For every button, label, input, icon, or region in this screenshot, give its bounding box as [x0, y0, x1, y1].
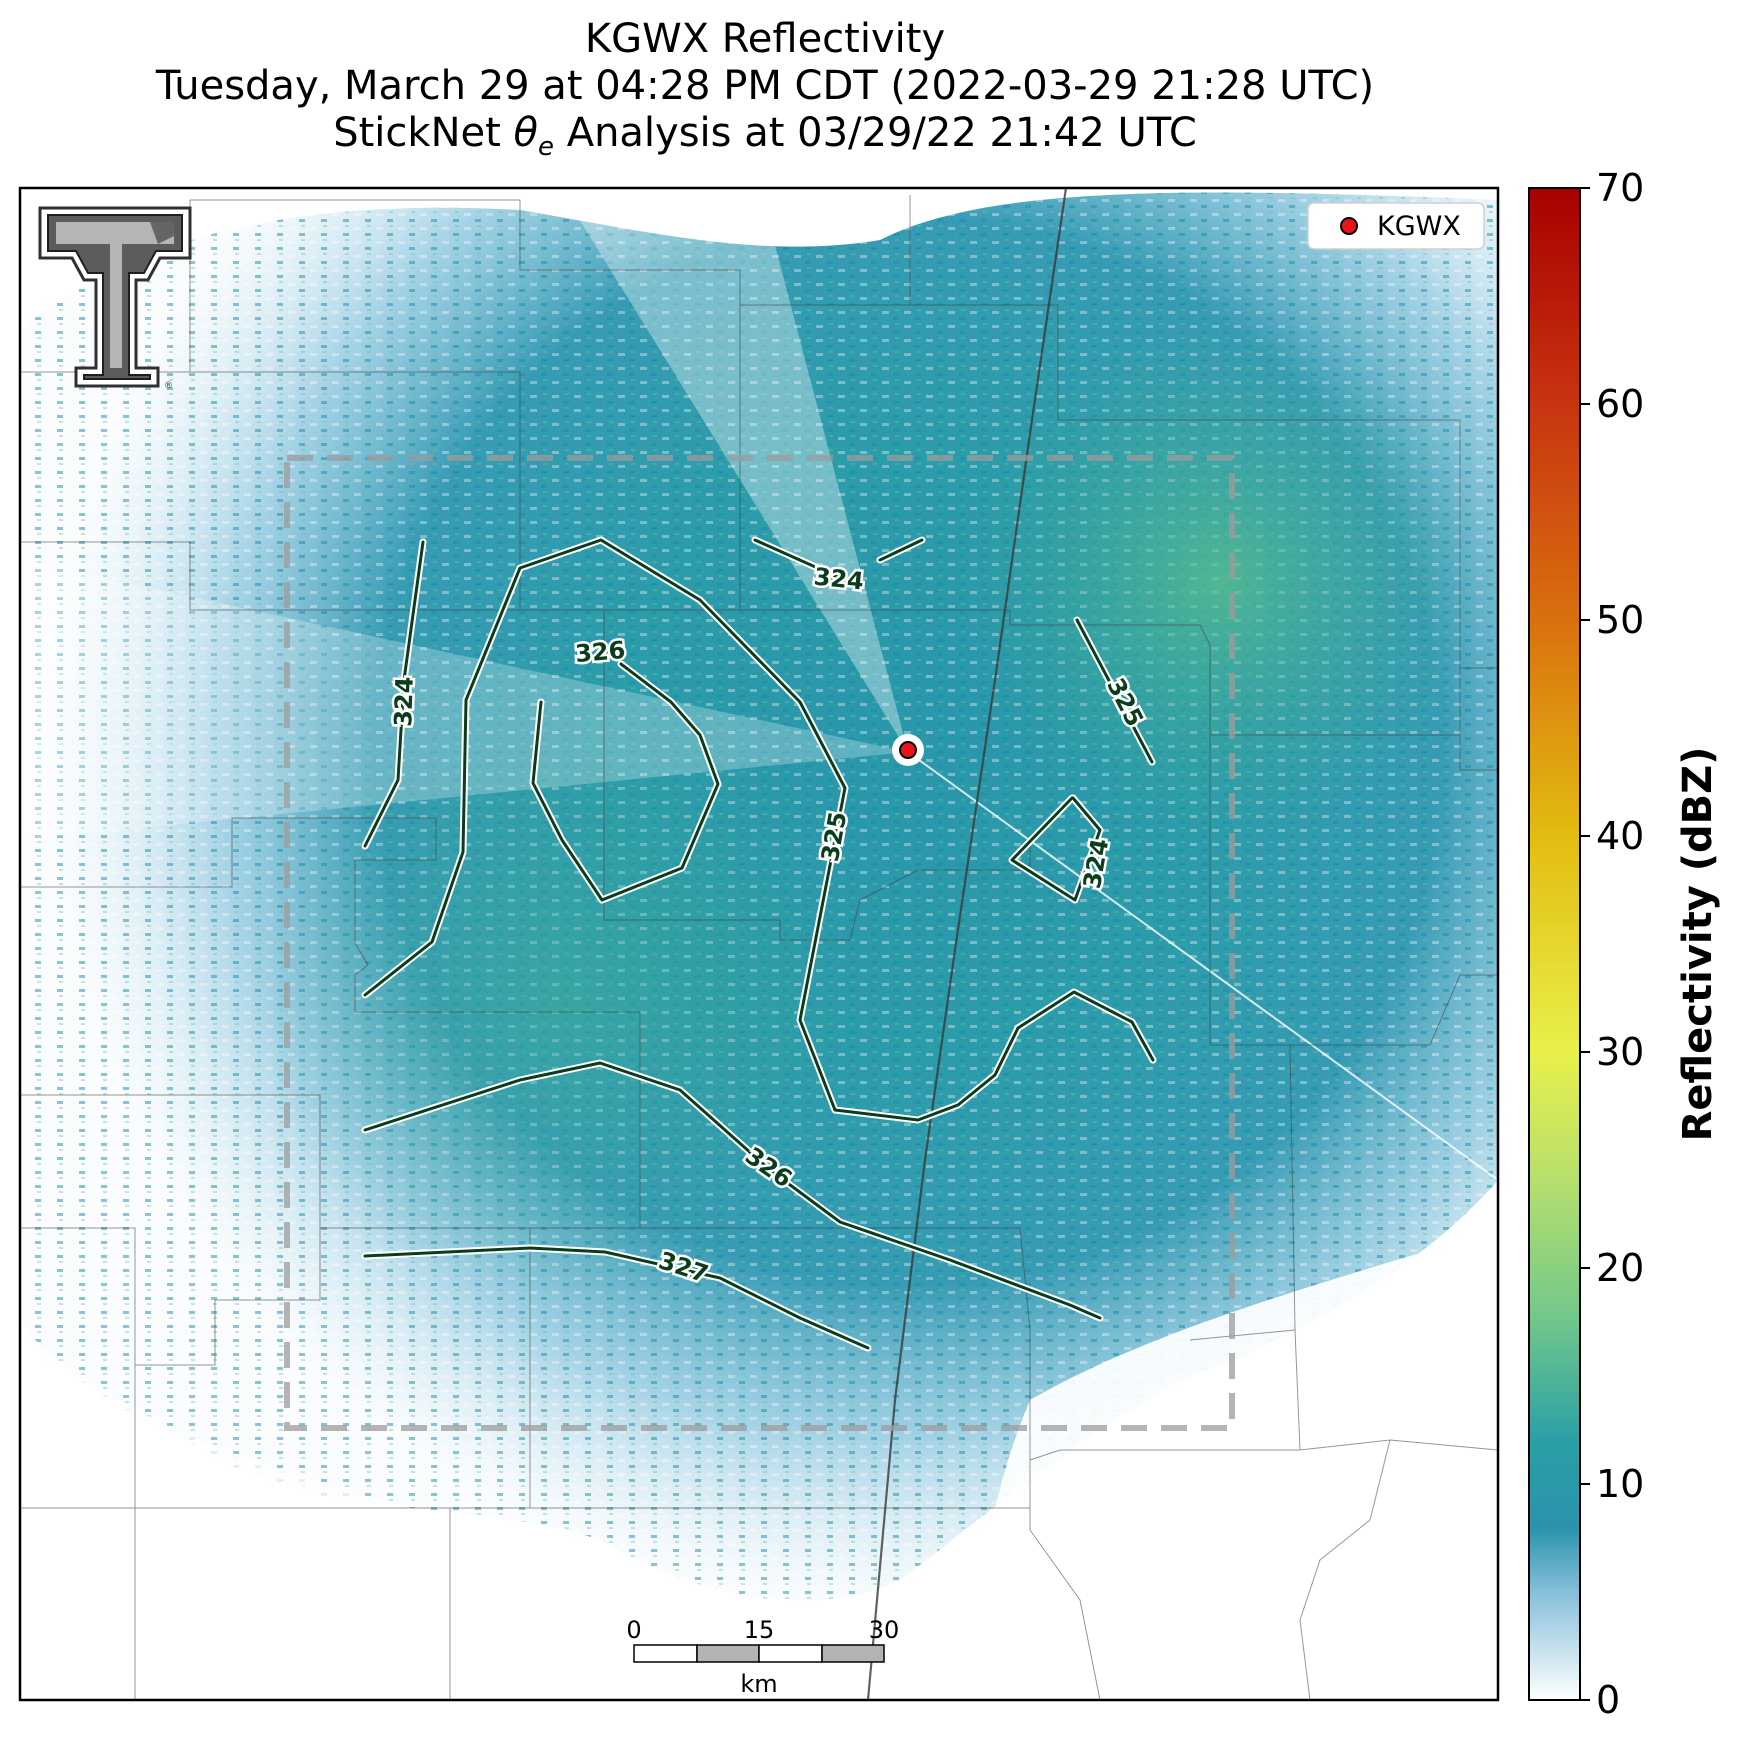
colorbar: 0 10 20 30 40 50 60 70 Reflectivity (dBZ)	[1528, 166, 1721, 1722]
colorbar-tick-label: 0	[1596, 1678, 1620, 1722]
theta-symbol: θ	[513, 110, 538, 156]
legend-radar-marker	[1340, 217, 1358, 235]
colorbar-tick-label: 10	[1596, 1462, 1644, 1506]
texas-tech-logo: ®	[38, 206, 192, 391]
theta-subscript: e	[537, 132, 554, 162]
scale-bar: 0 15 30 km	[626, 1616, 899, 1698]
scale-unit: km	[740, 1670, 777, 1698]
title-line-2: Tuesday, March 29 at 04:28 PM CDT (2022-…	[155, 63, 1375, 109]
logo-registered-mark: ®	[164, 381, 173, 391]
scale-tick-15: 15	[744, 1616, 775, 1644]
colorbar-tick-label: 30	[1596, 1030, 1644, 1074]
contour-label-324-west: 324	[389, 676, 419, 727]
analysis-domain-box	[284, 455, 1235, 1431]
title-line-3-suffix: Analysis at 03/29/22 21:42 UTC	[553, 110, 1197, 156]
radar-site-marker	[899, 741, 917, 759]
colorbar-label: Reflectivity (dBZ)	[1675, 747, 1721, 1142]
legend-box	[1307, 202, 1485, 250]
title-line-1: KGWX Reflectivity	[584, 16, 946, 62]
title-line-3: StickNet θe Analysis at 03/29/22 21:42 U…	[0, 110, 1530, 171]
colorbar-tick-label: 60	[1596, 382, 1644, 426]
radar-reflectivity-field: 324 324 326 325 325 324 326 327	[20, 188, 1498, 1700]
theta-e-contours	[361, 536, 1157, 1352]
title-line-3-prefix: StickNet	[333, 110, 514, 156]
colorbar-tick-label: 50	[1596, 598, 1644, 642]
colorbar-gradient	[1528, 187, 1581, 1701]
legend-label: KGWX	[1377, 211, 1461, 242]
colorbar-tick-label: 40	[1596, 814, 1644, 858]
legend: KGWX	[1307, 202, 1485, 250]
scale-tick-30: 30	[869, 1616, 900, 1644]
state-boundary	[866, 188, 1068, 1700]
contour-label-327: 327	[655, 1246, 711, 1288]
colorbar-tick-label: 70	[1596, 166, 1644, 210]
scale-tick-0: 0	[626, 1616, 641, 1644]
map-frame	[18, 186, 1500, 1702]
contour-label-324-north: 324	[812, 563, 865, 596]
contour-label-326-loop: 326	[574, 636, 626, 668]
county-boundaries	[20, 195, 1498, 1700]
colorbar-tick-label: 20	[1596, 1246, 1644, 1290]
